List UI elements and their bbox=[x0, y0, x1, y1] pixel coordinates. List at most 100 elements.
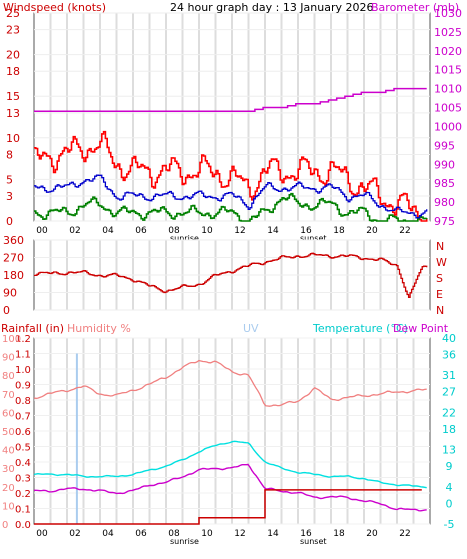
temperature-tick-label: 22 bbox=[442, 406, 456, 419]
barometer-tick-label: 975 bbox=[434, 215, 455, 228]
barometer-tick-label: 1015 bbox=[434, 64, 462, 77]
temperature-tick-label: 40 bbox=[442, 332, 456, 345]
rainfall-tick-label: 1.0 bbox=[15, 365, 31, 376]
humidity-tick-label: 10 bbox=[2, 501, 15, 512]
barometer-tick-label: 995 bbox=[434, 139, 455, 152]
wind-left-tick-label: 23 bbox=[6, 24, 20, 37]
wind-hour-label: 10 bbox=[201, 226, 213, 236]
wind-hour-label: 04 bbox=[102, 226, 114, 236]
barometer-tick-label: 980 bbox=[434, 196, 455, 209]
wind-left-axis-label: Windspeed (knots) bbox=[3, 1, 106, 14]
humidity-tick-label: 80 bbox=[2, 371, 15, 382]
temperature-series-line bbox=[33, 440, 427, 489]
humidity-tick-label: 0 bbox=[2, 520, 8, 531]
temperature-tick-label: 9 bbox=[446, 460, 453, 473]
wind-hour-label: 12 bbox=[234, 226, 245, 236]
temperature-tick-label: 18 bbox=[442, 423, 456, 436]
barometer-tick-label: 1010 bbox=[434, 83, 462, 96]
wind-left-tick-label: 10 bbox=[6, 132, 20, 145]
wind-sunset-label: sunset bbox=[300, 234, 327, 243]
wind-left-tick-label: 15 bbox=[6, 90, 20, 103]
wind-hour-label: 22 bbox=[399, 226, 410, 236]
wind-left-tick-label: 3 bbox=[6, 190, 13, 203]
humidity-tick-label: 60 bbox=[2, 408, 15, 419]
weather-hour-label: 02 bbox=[69, 529, 80, 539]
rainfall-tick-label: 0.5 bbox=[15, 443, 31, 454]
uv-axis-label: UV bbox=[243, 322, 259, 335]
weather-hour-label: 08 bbox=[168, 529, 180, 539]
temperature-tick-label: 13 bbox=[442, 444, 456, 457]
barometer-tick-label: 1020 bbox=[434, 45, 462, 58]
rainfall-tick-label: 1.1 bbox=[15, 350, 31, 361]
wind-hour-label: 08 bbox=[168, 226, 180, 236]
humidity-tick-label: 100 bbox=[2, 334, 21, 345]
lull-series-line bbox=[34, 192, 428, 222]
direction-left-tick-label: 0 bbox=[3, 304, 10, 317]
wind-left-tick-label: 13 bbox=[6, 107, 20, 120]
rainfall-tick-label: 0.3 bbox=[15, 474, 31, 485]
weather-hour-label: 06 bbox=[135, 529, 147, 539]
direction-compass-label: N bbox=[436, 304, 444, 317]
wind-right-axis-label: Barometer (mb) bbox=[371, 1, 459, 14]
weather-hour-label: 10 bbox=[201, 529, 213, 539]
wind-left-tick-label: 5 bbox=[6, 173, 13, 186]
wind-left-tick-label: 20 bbox=[6, 49, 20, 62]
barometer-tick-label: 1030 bbox=[434, 7, 462, 20]
rainfall-tick-label: 0.4 bbox=[15, 458, 31, 469]
rainfall-tick-label: 0.0 bbox=[15, 520, 31, 531]
humidity-tick-label: 50 bbox=[2, 427, 15, 438]
direction-compass-label: N bbox=[436, 240, 444, 253]
humidity-tick-label: 90 bbox=[2, 353, 15, 364]
wind-hour-label: 16 bbox=[300, 226, 312, 236]
dew-point-series-line bbox=[34, 463, 427, 512]
direction-compass-label: E bbox=[436, 288, 443, 301]
direction-compass-label: W bbox=[436, 256, 447, 269]
wind-left-tick-label: 8 bbox=[6, 148, 13, 161]
temperature-tick-label: 36 bbox=[442, 349, 456, 362]
rainfall-series-line bbox=[34, 489, 422, 525]
barometer-tick-label: 1005 bbox=[434, 102, 462, 115]
humidity-tick-label: 20 bbox=[2, 483, 15, 494]
weather-hour-label: 22 bbox=[399, 529, 410, 539]
wind-hour-label: 06 bbox=[135, 226, 147, 236]
rainfall-tick-label: 0.1 bbox=[15, 505, 31, 516]
weather-plot-series bbox=[33, 353, 427, 525]
wind-hour-label: 02 bbox=[69, 226, 80, 236]
graph-title: 24 hour graph day : 13 January 2026 bbox=[170, 1, 374, 14]
weather-hour-label: 18 bbox=[333, 529, 345, 539]
direction-left-tick-label: 360 bbox=[3, 234, 24, 247]
direction-plot-series bbox=[34, 252, 428, 298]
humidity-tick-label: 70 bbox=[2, 390, 15, 401]
gust-series-line bbox=[34, 130, 428, 222]
rainfall-tick-label: 0.6 bbox=[15, 427, 31, 438]
wind-hour-label: 14 bbox=[267, 226, 279, 236]
humidity-series-line bbox=[33, 359, 427, 407]
barometer-tick-label: 1025 bbox=[434, 26, 462, 39]
direction-left-tick-label: 90 bbox=[3, 287, 17, 300]
dew-point-axis-label: Dew Point bbox=[393, 322, 449, 335]
weather-plot-axes: 1.21.11.00.90.80.70.60.50.40.30.20.10.01… bbox=[2, 332, 456, 546]
weather-hour-label: 04 bbox=[102, 529, 114, 539]
direction-left-tick-label: 180 bbox=[3, 269, 24, 282]
weather-hour-label: 20 bbox=[366, 529, 378, 539]
temperature-tick-label: 4 bbox=[446, 481, 453, 494]
weather-hour-label: 12 bbox=[234, 529, 245, 539]
weather-hour-label: 16 bbox=[300, 529, 312, 539]
rainfall-axis-label: Rainfall (in) bbox=[1, 322, 64, 335]
humidity-tick-label: 30 bbox=[2, 464, 15, 475]
barometer-tick-label: 985 bbox=[434, 177, 455, 190]
temperature-tick-label: 31 bbox=[442, 369, 456, 382]
average-wind-series-line bbox=[34, 174, 428, 219]
humidity-axis-label: Humidity % bbox=[67, 322, 131, 335]
wind-hour-label: 20 bbox=[366, 226, 378, 236]
weather-hour-label: 00 bbox=[36, 529, 48, 539]
direction-compass-label: S bbox=[436, 272, 443, 285]
wind-hour-label: 18 bbox=[333, 226, 345, 236]
barometer-tick-label: 1000 bbox=[434, 120, 462, 133]
temperature-tick-label: 0 bbox=[446, 497, 453, 510]
wind-plot-grid bbox=[34, 12, 430, 222]
rainfall-tick-label: 0.7 bbox=[15, 412, 31, 423]
